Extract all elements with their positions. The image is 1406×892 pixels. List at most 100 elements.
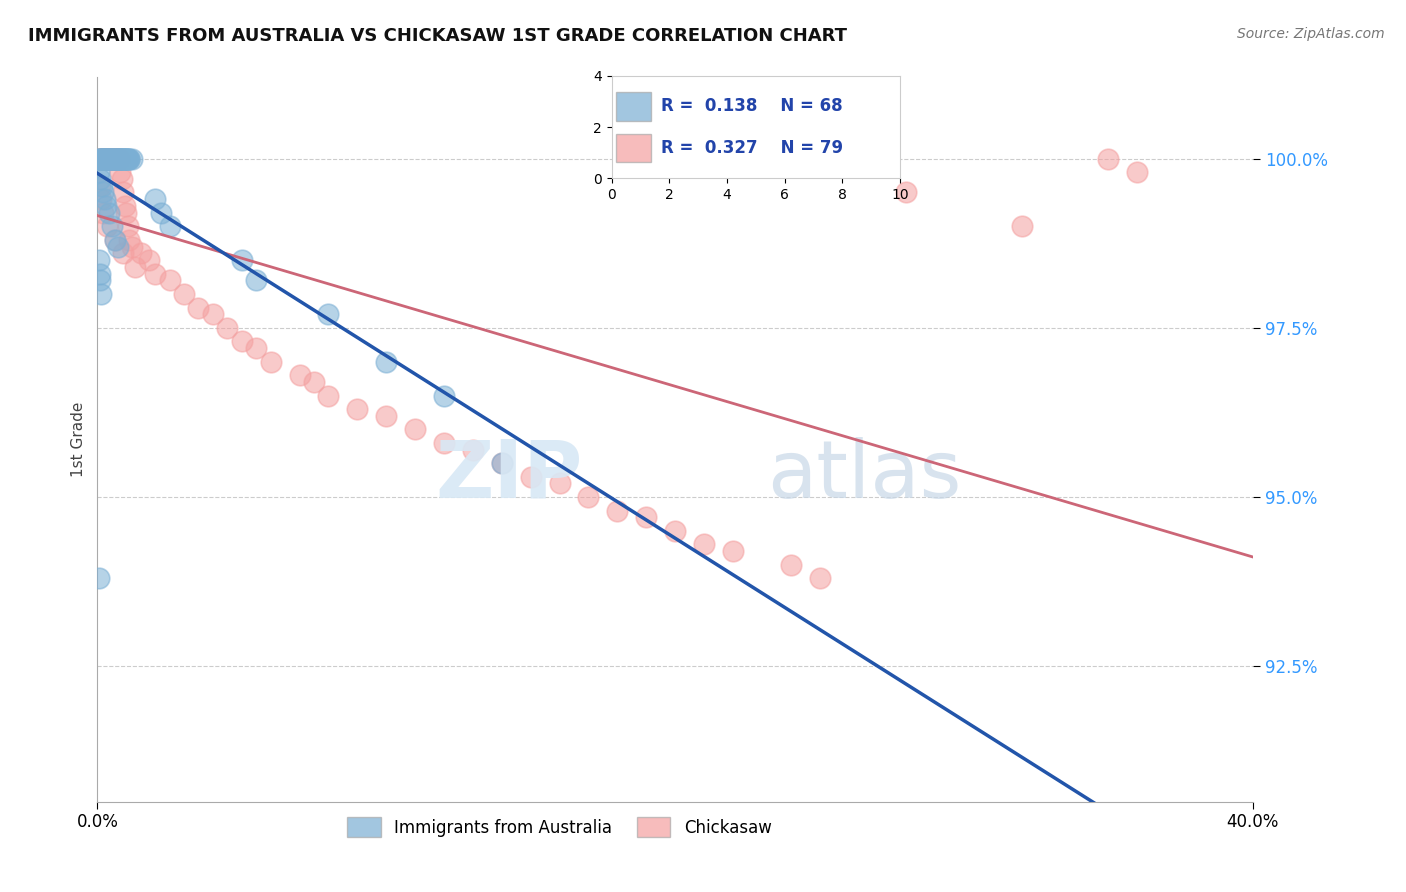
Point xyxy=(721,544,744,558)
Point xyxy=(664,524,686,538)
Point xyxy=(104,152,127,166)
Point xyxy=(89,267,111,281)
Point xyxy=(96,152,118,166)
Point xyxy=(117,152,139,166)
Point xyxy=(87,571,110,585)
Point xyxy=(89,273,111,287)
Point xyxy=(108,152,131,166)
Point xyxy=(173,287,195,301)
Point xyxy=(111,152,134,166)
Point xyxy=(91,206,114,220)
Point xyxy=(91,186,114,200)
Point xyxy=(108,152,131,166)
Point xyxy=(111,172,134,186)
Point xyxy=(89,152,111,166)
Point xyxy=(110,165,132,179)
Y-axis label: 1st Grade: 1st Grade xyxy=(72,401,86,477)
Point xyxy=(89,152,111,166)
Point xyxy=(96,152,118,166)
Point xyxy=(288,368,311,383)
Point xyxy=(105,152,128,166)
Point xyxy=(260,354,283,368)
Point xyxy=(105,152,128,166)
Point xyxy=(433,436,456,450)
Legend: Immigrants from Australia, Chickasaw: Immigrants from Australia, Chickasaw xyxy=(340,810,779,844)
Point xyxy=(94,152,117,166)
Point xyxy=(115,152,138,166)
Point xyxy=(519,469,541,483)
Point xyxy=(1097,152,1119,166)
Point xyxy=(115,206,138,220)
Point xyxy=(302,375,325,389)
Point xyxy=(491,456,513,470)
Point xyxy=(89,178,111,193)
Point xyxy=(91,152,114,166)
Point xyxy=(121,239,143,253)
Text: Source: ZipAtlas.com: Source: ZipAtlas.com xyxy=(1237,27,1385,41)
Point xyxy=(101,152,124,166)
Point xyxy=(100,152,122,166)
Point xyxy=(606,503,628,517)
Point xyxy=(93,152,115,166)
Point xyxy=(98,152,121,166)
Point xyxy=(105,152,128,166)
Point xyxy=(779,558,801,572)
Point xyxy=(129,246,152,260)
Point xyxy=(94,152,117,166)
Point xyxy=(114,152,136,166)
Point xyxy=(110,152,132,166)
Point xyxy=(231,253,253,268)
Point xyxy=(98,152,121,166)
Point xyxy=(201,307,224,321)
Point xyxy=(94,152,117,166)
Point xyxy=(91,152,114,166)
Point xyxy=(159,273,181,287)
Point xyxy=(318,388,340,402)
Point xyxy=(87,152,110,166)
Point xyxy=(90,152,112,166)
Point xyxy=(121,152,143,166)
Point xyxy=(346,402,368,417)
Point xyxy=(245,273,267,287)
Point xyxy=(578,490,600,504)
Point xyxy=(89,152,111,166)
Point xyxy=(318,307,340,321)
Point xyxy=(107,152,129,166)
Point xyxy=(104,233,127,247)
Point xyxy=(217,321,239,335)
Point xyxy=(93,192,115,206)
Text: ZIP: ZIP xyxy=(436,437,582,515)
Point xyxy=(107,152,129,166)
Text: R =  0.327    N = 79: R = 0.327 N = 79 xyxy=(661,138,842,157)
Point xyxy=(112,152,135,166)
Point xyxy=(90,192,112,206)
Point xyxy=(114,152,136,166)
Point xyxy=(112,152,135,166)
Point xyxy=(101,152,124,166)
Point xyxy=(112,246,135,260)
Point xyxy=(93,152,115,166)
Point xyxy=(114,199,136,213)
Point xyxy=(108,152,131,166)
Point xyxy=(104,233,127,247)
Point xyxy=(375,354,398,368)
Point xyxy=(143,267,166,281)
FancyBboxPatch shape xyxy=(616,134,651,161)
Point xyxy=(143,192,166,206)
Point xyxy=(103,152,125,166)
Point xyxy=(91,152,114,166)
Text: R =  0.138    N = 68: R = 0.138 N = 68 xyxy=(661,97,842,115)
Point xyxy=(105,152,128,166)
Point xyxy=(1126,165,1149,179)
Point xyxy=(91,152,114,166)
Point xyxy=(98,152,121,166)
Point xyxy=(491,456,513,470)
Point xyxy=(100,152,122,166)
Point xyxy=(90,152,112,166)
Point xyxy=(104,152,127,166)
Point xyxy=(149,206,172,220)
Point xyxy=(107,152,129,166)
Point xyxy=(87,165,110,179)
Point xyxy=(138,253,160,268)
Point xyxy=(87,152,110,166)
